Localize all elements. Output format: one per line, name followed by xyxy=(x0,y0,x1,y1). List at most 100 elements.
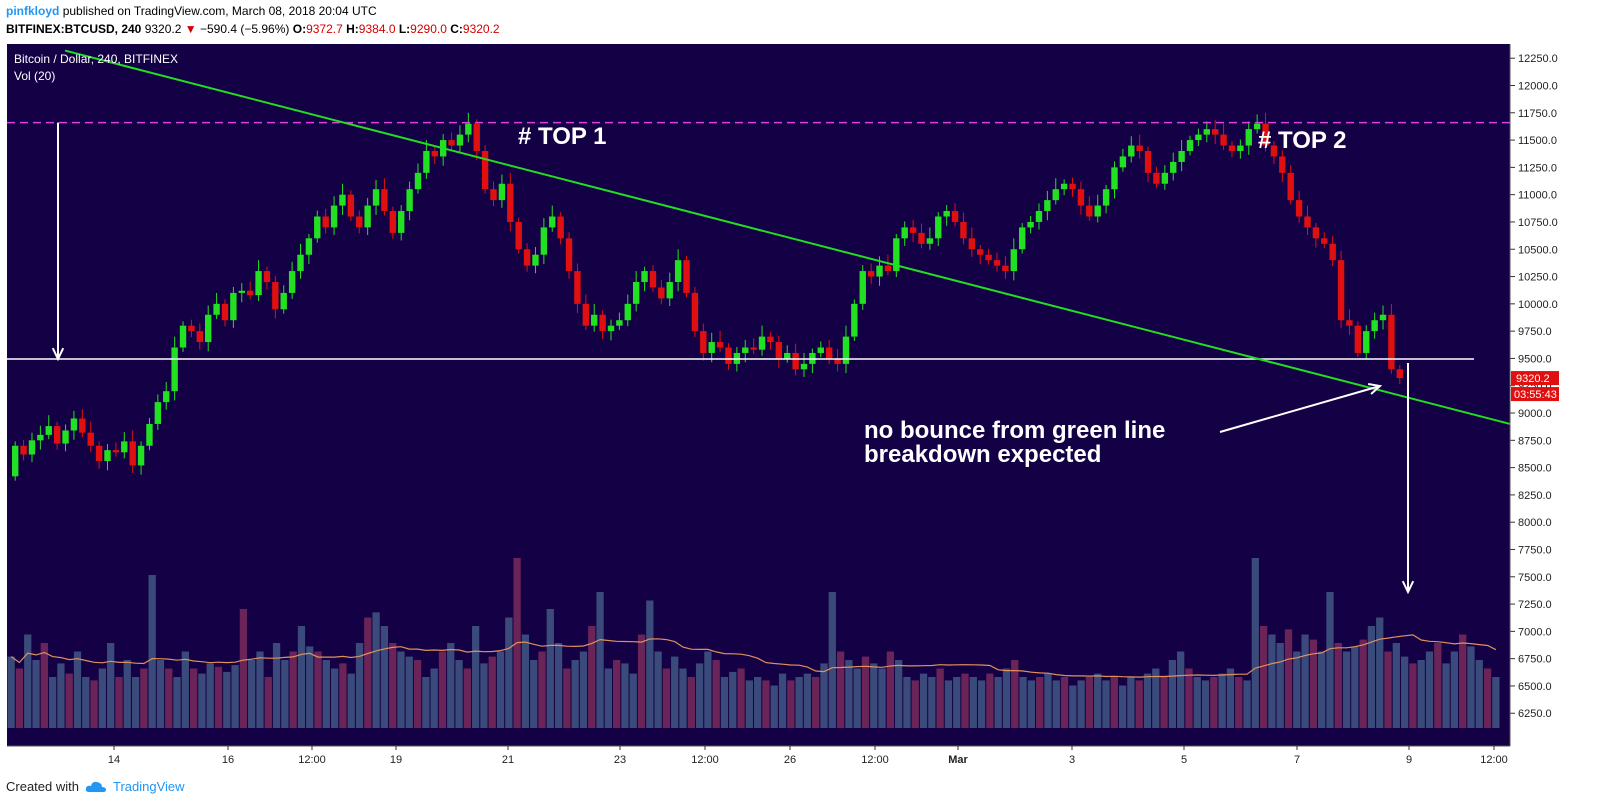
low-label: L: xyxy=(398,22,411,36)
candle-body xyxy=(305,238,313,255)
volume-bar xyxy=(140,668,148,728)
volume-bar xyxy=(413,660,422,728)
candle-body xyxy=(901,227,908,239)
candle-body xyxy=(876,265,883,277)
volume-bar xyxy=(521,634,530,728)
volume-bar xyxy=(1069,685,1077,728)
candle-body xyxy=(825,347,833,359)
volume-bar xyxy=(1459,634,1467,728)
top2-annotation: # TOP 2 xyxy=(1258,127,1347,154)
candle-body xyxy=(607,325,615,332)
volume-bar xyxy=(704,651,712,728)
volume-bar xyxy=(189,668,198,728)
candle-body xyxy=(179,325,187,348)
candle-body xyxy=(322,216,329,228)
top1-annotation: # TOP 1 xyxy=(518,123,607,150)
volume-bar xyxy=(1127,677,1135,728)
author-link[interactable]: pinfkloyd xyxy=(6,4,60,18)
candle-body xyxy=(1077,189,1085,206)
volume-bar xyxy=(90,680,98,728)
volume-bar xyxy=(530,660,538,728)
candle-body xyxy=(1371,320,1378,332)
volume-bar xyxy=(281,660,289,728)
candle-body xyxy=(725,347,732,364)
candle-body xyxy=(1287,172,1294,201)
candle-body xyxy=(288,271,296,293)
created-with-text: Created with xyxy=(6,779,79,794)
volume-bar xyxy=(115,677,123,728)
volume-bar xyxy=(389,643,397,728)
candle-body xyxy=(280,292,287,310)
candle-body xyxy=(666,282,673,299)
candle-body xyxy=(691,292,699,332)
volume-bar xyxy=(1425,651,1434,728)
volume-bar xyxy=(364,617,372,728)
volume-bar xyxy=(812,677,820,728)
candle-body xyxy=(104,450,111,462)
publish-info: pinfkloyd published on TradingView.com, … xyxy=(6,4,377,18)
chart-title: Bitcoin / Dollar, 240, BITFINEX xyxy=(14,52,178,66)
candle-body xyxy=(968,238,976,250)
note-arrow-head xyxy=(1368,382,1383,395)
plot-background xyxy=(7,44,1510,746)
symbol-label: BITFINEX:BTCUSD, 240 xyxy=(6,22,142,36)
volume-bar xyxy=(986,673,994,728)
candle-body xyxy=(465,123,472,135)
volume-bar xyxy=(347,673,355,728)
price-tick-label: 11250.0 xyxy=(1518,162,1557,174)
volume-bar xyxy=(372,612,380,728)
candle-body xyxy=(1144,150,1152,173)
volume-bar xyxy=(895,660,903,728)
volume-bar xyxy=(654,651,662,728)
candle-body xyxy=(792,352,799,370)
volume-bar xyxy=(1160,677,1168,728)
volume-bar xyxy=(977,680,986,728)
tradingview-link[interactable]: TradingView xyxy=(112,779,185,794)
volume-bar xyxy=(646,600,654,728)
price-tick-label: 10500.0 xyxy=(1518,244,1558,256)
candle-body xyxy=(490,189,497,201)
candle-body xyxy=(993,260,1001,266)
volume-bar xyxy=(1309,639,1318,728)
candle-body xyxy=(1211,129,1219,135)
volume-bar xyxy=(1077,680,1085,728)
footer: Created with TradingView xyxy=(6,779,185,794)
candle-body xyxy=(574,271,581,304)
price-tick-label: 8250.0 xyxy=(1518,490,1552,502)
price-chart[interactable]: 12250.0 12000.0 11750.0 11500.0 11250.0 11000… xyxy=(0,44,1610,769)
candle-body xyxy=(196,331,204,343)
volume-bar xyxy=(953,677,961,728)
candle-body xyxy=(515,221,522,250)
volume-bar xyxy=(447,643,455,728)
price-tick-label: 11000.0 xyxy=(1518,190,1557,202)
candle-body xyxy=(851,303,858,337)
candle-body xyxy=(87,432,94,446)
volume-bar xyxy=(1326,592,1334,728)
candle-body xyxy=(784,352,791,359)
candle-body xyxy=(314,216,321,239)
candle-body xyxy=(893,238,900,272)
volume-bar xyxy=(173,677,181,728)
time-tick-label: 23 xyxy=(614,754,626,766)
volume-bar xyxy=(870,663,878,728)
volume-bar xyxy=(1376,617,1384,728)
time-tick-label: 16 xyxy=(222,754,234,766)
volume-bar xyxy=(1434,643,1442,728)
volume-bar xyxy=(1367,626,1376,728)
volume-bar xyxy=(1019,677,1027,728)
note-arrow xyxy=(1219,385,1381,433)
time-tick-label: 3 xyxy=(1069,754,1075,766)
time-tick-label: 12:00 xyxy=(1480,754,1508,766)
volume-bar xyxy=(1102,680,1110,728)
volume-bar xyxy=(98,668,107,728)
candle-body xyxy=(53,426,61,444)
candle-body xyxy=(624,303,631,321)
volume-bar xyxy=(306,646,314,728)
volume-bar xyxy=(828,592,836,728)
candle-body xyxy=(909,227,917,233)
candle-body xyxy=(935,216,942,239)
volume-bar xyxy=(289,651,297,728)
price-tick-label: 6250.0 xyxy=(1518,708,1552,720)
volume-bar xyxy=(554,643,563,728)
volume-bar xyxy=(1475,660,1483,728)
